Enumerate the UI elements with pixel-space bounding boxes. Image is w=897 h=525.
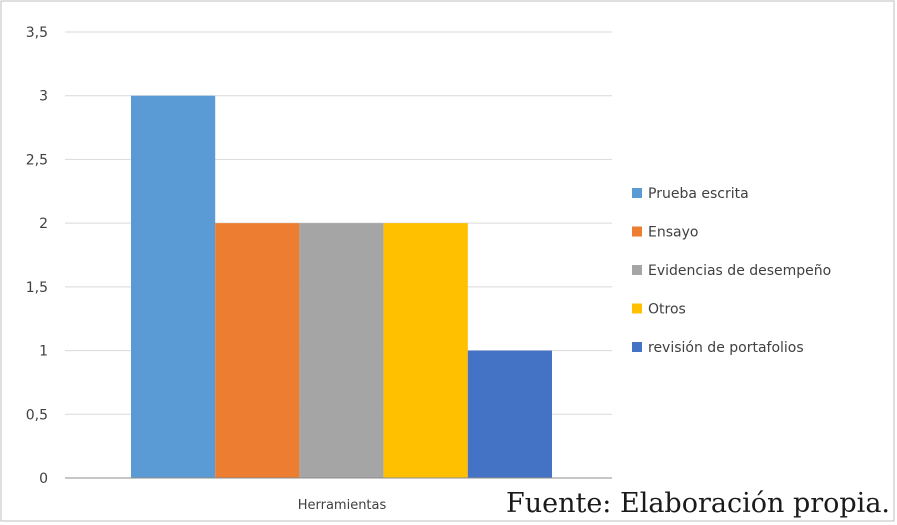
y-axis-ticks: 0 0,5 1 1,5 2 2,5 3 3,5 [26,25,48,487]
legend-label: Prueba escrita [648,186,749,202]
legend-label: Evidencias de desempeño [648,263,831,279]
y-tick-label: 2,5 [26,152,48,168]
y-tick-label: 0 [39,471,48,487]
bar-prueba-escrita [131,95,216,478]
legend-swatch [632,226,642,237]
legend-swatch [632,342,642,352]
y-tick-label: 3,5 [26,25,48,41]
bar-otros [383,223,468,478]
legend-label: Ensayo [648,225,698,241]
y-tick-label: 0,5 [26,407,48,423]
legend: Prueba escrita Ensayo Evidencias de desemp… [632,186,831,356]
y-tick-label: 1,5 [26,280,48,296]
bars [131,95,552,478]
y-tick-label: 3 [39,89,48,105]
y-tick-label: 1 [39,344,48,360]
bar-revisi-n-de-portafolios [467,350,552,478]
bar-ensayo [215,223,300,478]
source-caption: Fuente: Elaboración propia. [506,488,890,519]
y-tick-label: 2 [39,216,48,232]
bar-evidencias-de-desempe-o [299,223,384,478]
legend-swatch [632,265,642,275]
legend-swatch [632,188,642,198]
legend-label: Otros [648,302,686,318]
legend-swatch [632,303,642,314]
x-category-label: Herramientas [298,498,387,513]
legend-label: revisión de portafolios [648,340,804,356]
